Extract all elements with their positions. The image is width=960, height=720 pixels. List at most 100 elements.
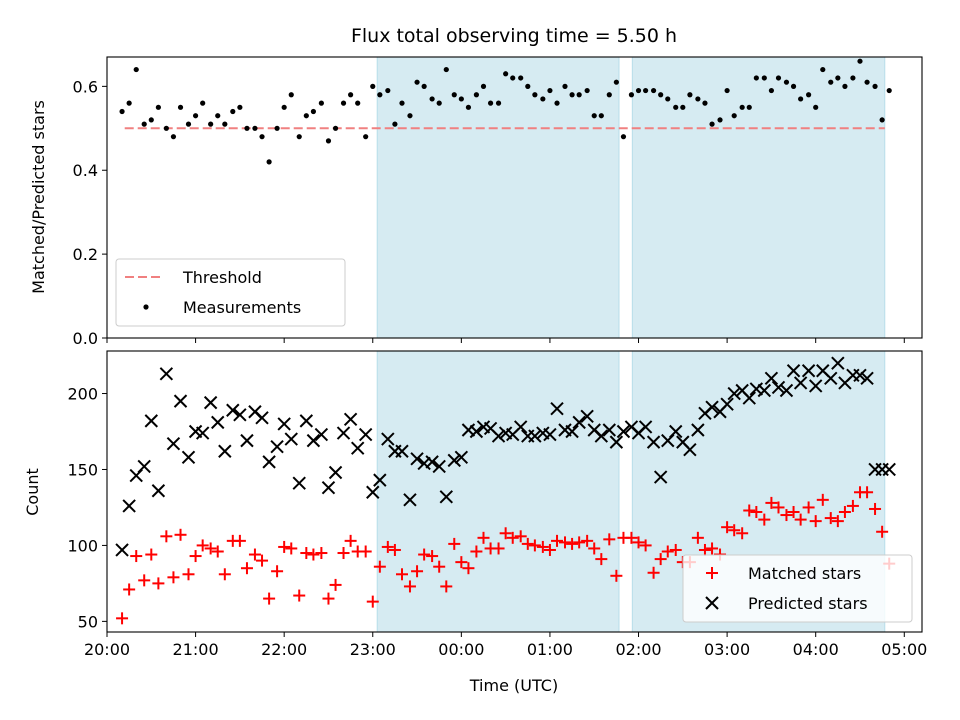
measurement-point <box>208 121 214 127</box>
x-tick-label: 02:00 <box>615 640 661 659</box>
predicted-star-point <box>321 480 336 495</box>
measurement-point <box>783 79 790 85</box>
y-tick-label: 0.4 <box>73 161 98 180</box>
top-panel: 0.0 0.2 0.4 0.6 Flux total observing time =… <box>29 25 923 348</box>
measurement-point <box>363 134 369 140</box>
matched-star-point <box>373 560 386 573</box>
predicted-star-point <box>669 424 683 439</box>
predicted-star-point <box>425 455 439 469</box>
measurement-point <box>141 121 147 127</box>
measurement-point <box>237 104 243 110</box>
predicted-star-point <box>343 412 358 427</box>
measurement-point <box>724 87 730 94</box>
y-tick-label: 50 <box>78 612 98 631</box>
measurement-point <box>775 75 782 81</box>
x-axis-label: Time (UTC) <box>469 676 558 695</box>
matched-star-point <box>772 501 785 514</box>
measurement-point <box>687 92 693 98</box>
top-observing-windows <box>376 56 886 339</box>
matched-star-point <box>189 550 202 563</box>
predicted-star-point <box>602 423 616 437</box>
matched-star-point <box>876 525 889 538</box>
predicted-star-point <box>270 439 284 454</box>
measurement-point <box>650 87 657 94</box>
matched-star-point <box>492 542 505 555</box>
matched-star-point <box>499 527 512 540</box>
predicted-star-point <box>808 379 823 393</box>
measurement-point <box>864 79 870 85</box>
predicted-star-point <box>277 417 291 431</box>
predicted-star-point <box>410 452 424 466</box>
predicted-star-point <box>513 420 528 434</box>
predicted-star-point <box>240 433 254 448</box>
predicted-star-point <box>757 383 772 398</box>
measurement-point <box>835 75 841 81</box>
matched-star-point <box>263 592 276 605</box>
measurement-point <box>562 83 568 89</box>
matched-star-point <box>595 553 608 566</box>
measurement-point <box>443 66 449 73</box>
predicted-star-point <box>328 465 343 480</box>
matched-star-point <box>691 531 704 544</box>
predicted-star-point <box>336 426 351 440</box>
measurement-point <box>665 96 671 102</box>
matched-star-point <box>558 536 571 549</box>
predicted-star-point <box>550 402 564 416</box>
predicted-star-point <box>771 380 786 395</box>
measurement-point <box>598 113 604 119</box>
predicted-star-point <box>306 433 321 448</box>
measurement-point <box>215 113 221 119</box>
measurement-point <box>613 79 619 85</box>
matched-star-point <box>152 577 165 590</box>
predicted-star-point <box>491 429 506 443</box>
measurement-point <box>806 92 812 98</box>
predicted-star-point <box>366 485 380 499</box>
predicted-star-point <box>173 394 188 408</box>
measurement-point <box>820 66 826 73</box>
measurement-point <box>274 125 280 131</box>
bottom-y-axis-label: Count <box>23 468 42 516</box>
matched-star-point <box>426 550 439 563</box>
measurement-point <box>230 108 236 115</box>
measurement-point <box>126 100 132 106</box>
predicted-star-point <box>727 386 741 401</box>
predicted-star-point <box>195 426 210 440</box>
predicted-star-point <box>417 456 431 471</box>
matched-star-point <box>307 548 320 561</box>
measurement-point <box>842 83 848 89</box>
predicted-star-point <box>395 444 409 458</box>
measurement-point <box>673 104 679 110</box>
predicted-star-point <box>801 364 816 378</box>
measurement-point <box>879 117 885 123</box>
predicted-star-point <box>454 450 469 465</box>
measurement-point <box>340 100 347 106</box>
matched-star-point <box>248 548 261 561</box>
matched-star-point <box>433 560 446 573</box>
x-tick-label: 05:00 <box>881 640 927 659</box>
matched-star-point <box>403 580 416 593</box>
predicted-star-point <box>299 414 314 428</box>
measurement-point <box>200 100 206 106</box>
measurement-point <box>532 92 538 98</box>
top-y-axis-label: Matched/Predicted stars <box>29 100 48 294</box>
x-tick-label: 01:00 <box>527 640 573 659</box>
measurement-point <box>355 100 361 106</box>
matched-star-point <box>411 565 424 578</box>
matched-star-point <box>388 543 401 556</box>
measurement-point <box>680 104 686 110</box>
predicted-star-point <box>137 459 151 474</box>
measurement-point <box>790 83 797 89</box>
predicted-star-point <box>115 543 129 557</box>
predicted-star-point <box>122 499 136 513</box>
measurement-point <box>148 117 154 123</box>
matched-star-point <box>581 534 594 547</box>
measurement-point <box>569 92 575 98</box>
matched-star-point <box>647 566 660 579</box>
measurement-point <box>768 87 775 94</box>
predicted-star-point <box>262 455 276 469</box>
matched-star-point <box>603 533 616 546</box>
measurement-point <box>739 104 745 110</box>
predicted-star-point <box>764 371 779 386</box>
predicted-star-point <box>255 411 269 425</box>
top-axes-frame <box>106 56 923 339</box>
